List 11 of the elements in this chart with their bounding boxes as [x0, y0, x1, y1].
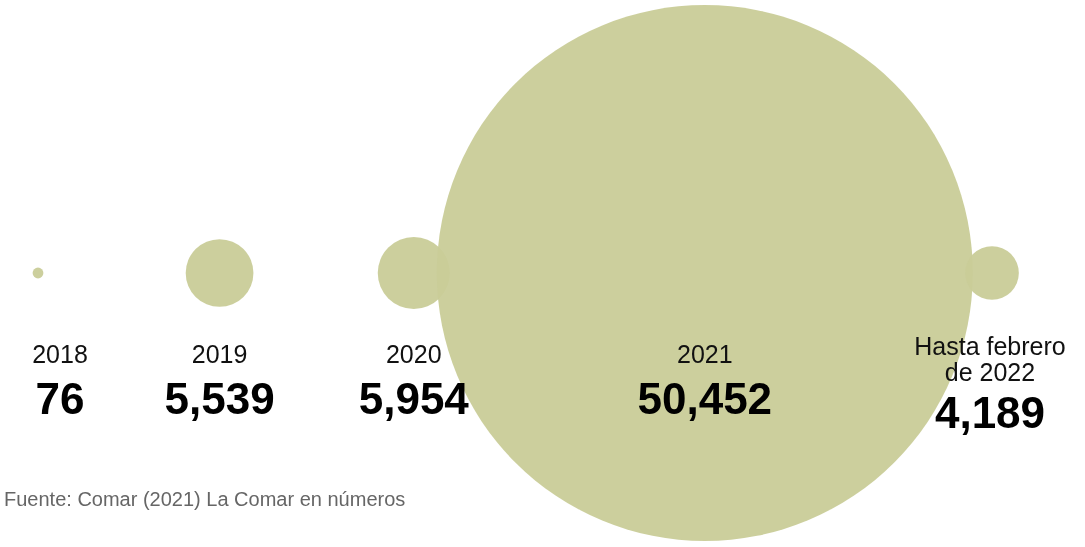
category-label: 2021: [676, 340, 733, 368]
category-label: Hasta febrero de 2022: [914, 332, 1066, 386]
category-label: 2019: [191, 340, 248, 368]
data-label: 5,954: [358, 374, 470, 423]
data-label: 4,189: [934, 388, 1046, 437]
category-label: 2018: [32, 340, 88, 368]
data-label: 76: [35, 374, 85, 423]
source-note: Fuente: Comar (2021) La Comar en números: [4, 488, 406, 510]
data-label: 5,539: [164, 374, 275, 423]
data-label: 50,452: [637, 374, 773, 423]
category-label: 2020: [385, 340, 442, 368]
